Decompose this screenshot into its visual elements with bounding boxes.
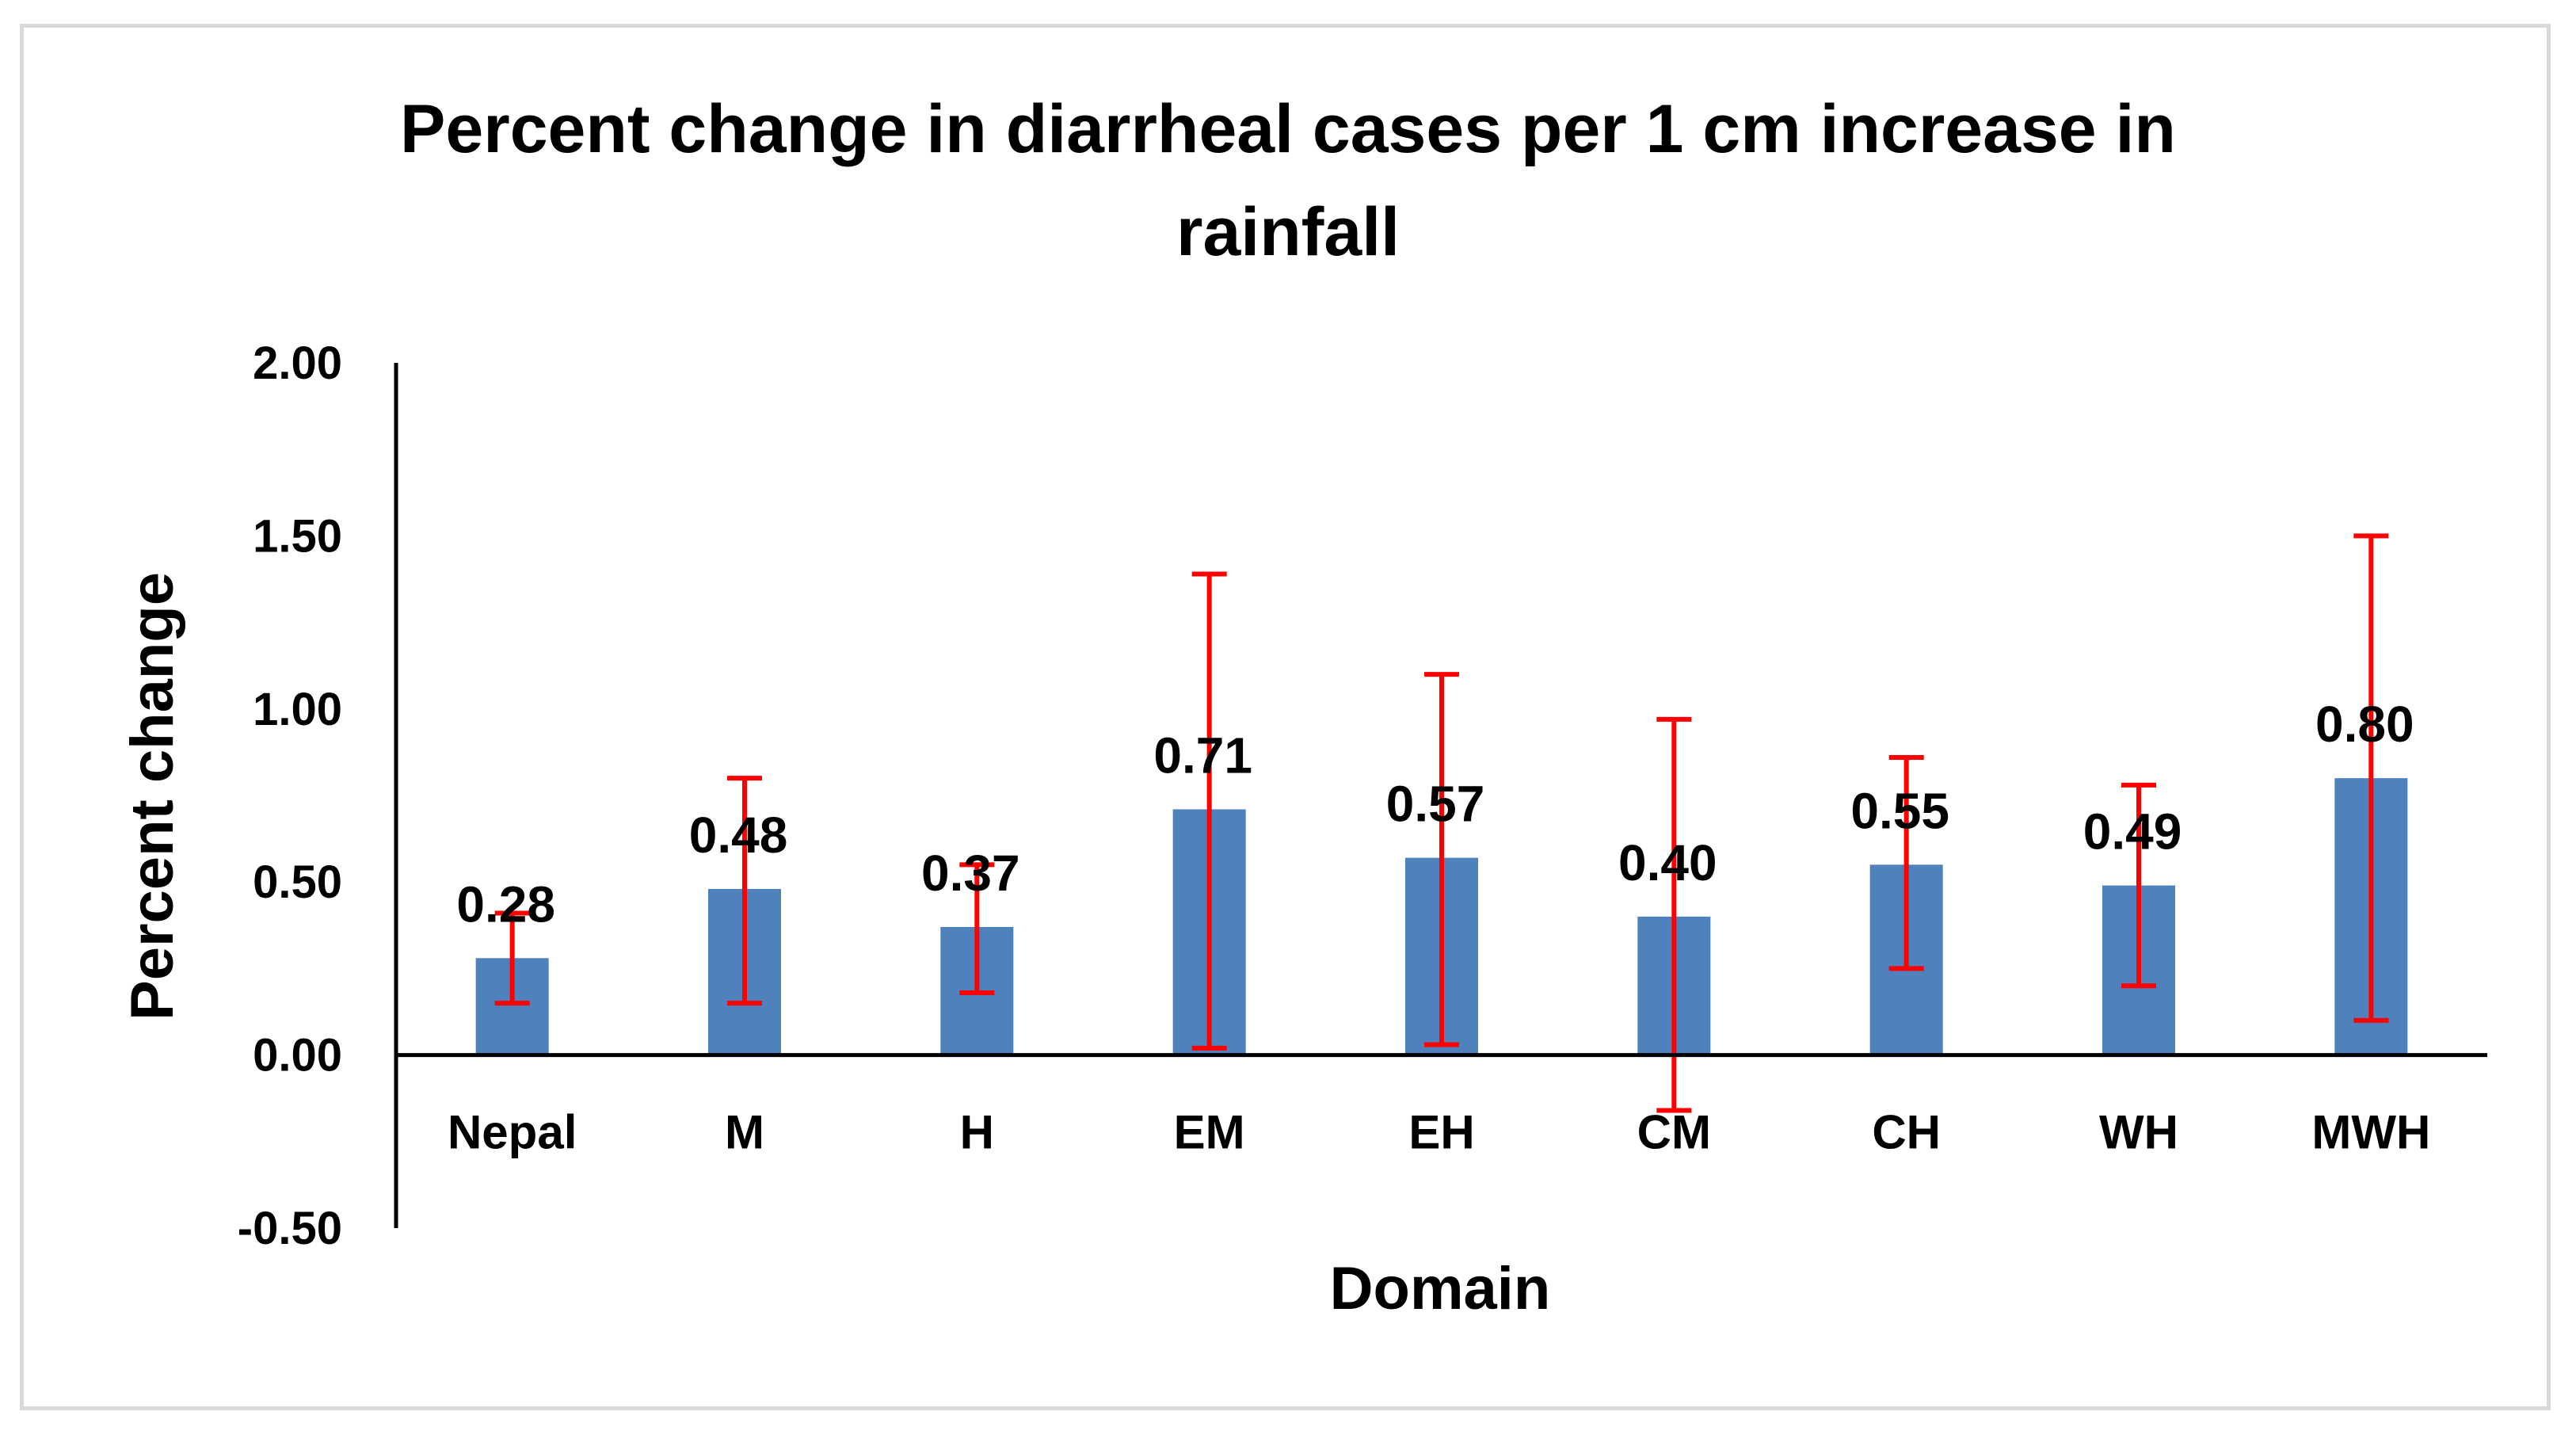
data-labels: 0.28 0.48 0.37 0.71 0.57 0.40 0.55 0.49 0.80	[456, 696, 2414, 933]
data-label-cm: 0.40	[1618, 834, 1717, 891]
category-label-em: EM	[1174, 1106, 1245, 1159]
category-label-ch: CH	[1872, 1106, 1941, 1159]
category-label-mwh: MWH	[2311, 1106, 2430, 1159]
y-tick-label: 2.00	[253, 338, 342, 389]
chart-title-line-1: Percent change in diarrheal cases per 1 …	[400, 91, 2176, 167]
data-label-em: 0.71	[1153, 727, 1252, 784]
chart-frame	[20, 24, 2551, 1410]
data-label-m: 0.48	[689, 807, 788, 864]
bars	[475, 778, 2408, 1055]
data-label-eh: 0.57	[1386, 776, 1485, 833]
y-tick-label: -0.50	[238, 1203, 342, 1254]
y-axis-ticks: -0.50 0.00 0.50 1.00 1.50 2.00	[238, 338, 342, 1254]
error-bars	[494, 533, 2389, 1113]
y-axis-title: Percent change	[119, 572, 186, 1020]
chart-title-line-2: rainfall	[1176, 194, 1400, 270]
x-axis-category-labels: Nepal M H EM EH CM CH WH MWH	[448, 1106, 2430, 1159]
category-label-cm: CM	[1637, 1106, 1711, 1159]
y-tick-label: 1.00	[253, 684, 342, 735]
data-label-mwh: 0.80	[2315, 696, 2414, 753]
category-label-wh: WH	[2099, 1106, 2178, 1159]
data-label-h: 0.37	[921, 845, 1020, 902]
category-label-eh: EH	[1408, 1106, 1474, 1159]
y-tick-label: 0.50	[253, 856, 342, 908]
data-label-nepal: 0.28	[456, 876, 555, 933]
x-axis-title: Domain	[1330, 1255, 1551, 1322]
category-label-m: M	[725, 1106, 764, 1159]
category-label-h: H	[960, 1106, 994, 1159]
y-tick-label: 0.00	[253, 1030, 342, 1082]
category-label-nepal: Nepal	[448, 1106, 577, 1159]
y-tick-label: 1.50	[253, 510, 342, 562]
data-label-ch: 0.55	[1850, 782, 1949, 839]
data-label-wh: 0.49	[2083, 803, 2182, 860]
